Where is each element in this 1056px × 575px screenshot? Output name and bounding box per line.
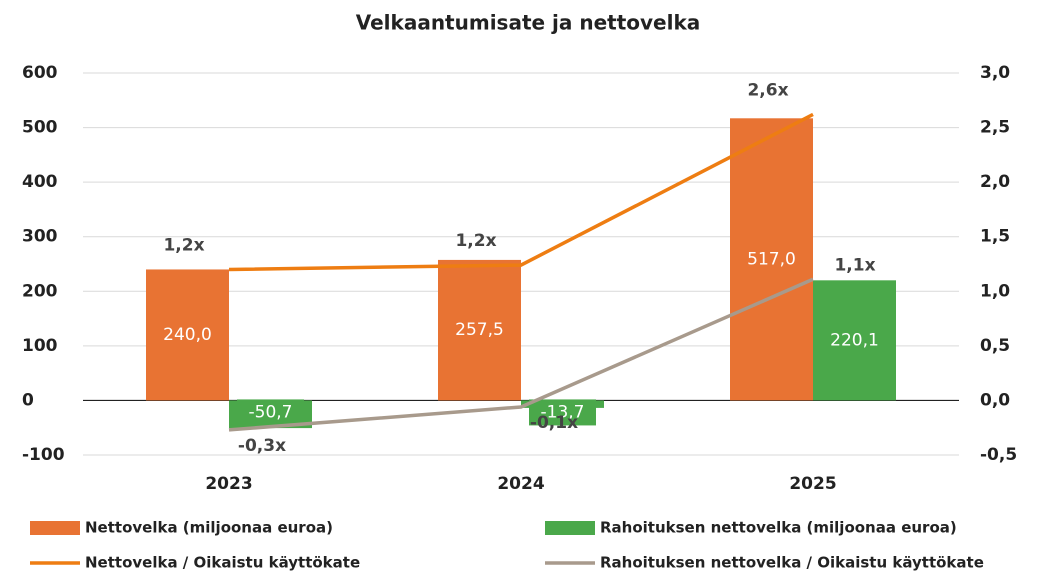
y-tick-label: 600 <box>22 63 58 83</box>
label-bg <box>237 399 304 426</box>
legend-swatch <box>545 521 595 535</box>
line-value-label: 1,2x <box>163 235 204 255</box>
y2-tick-label: 3,0 <box>980 63 1010 83</box>
legend-swatch <box>30 521 80 535</box>
bar <box>438 259 521 401</box>
y2-tick-label: 0,0 <box>980 390 1010 410</box>
line <box>228 112 814 272</box>
bar-value-label: 220,1 <box>830 330 879 350</box>
bar <box>146 269 229 401</box>
bar-value-label: -13,7 <box>541 402 585 422</box>
y2-tick-label: 1,0 <box>980 281 1010 301</box>
y2-tick-label: 2,0 <box>980 172 1010 192</box>
y-tick-label: 0 <box>22 390 34 410</box>
line <box>228 277 814 432</box>
x-tick-label: 2025 <box>789 474 836 494</box>
legend-label: Rahoituksen nettovelka (miljoonaa euroa) <box>600 519 957 537</box>
y2-tick-label: 1,5 <box>980 227 1010 247</box>
chart-title: Velkaantumisate ja nettovelka <box>356 11 701 35</box>
y-tick-label: 500 <box>22 118 58 138</box>
x-tick-label: 2023 <box>205 474 252 494</box>
line-value-label: -0,1x <box>530 413 578 433</box>
y2-tick-label: 0,5 <box>980 336 1010 356</box>
label-bg <box>529 399 596 426</box>
y2-tick-label: -0,5 <box>980 445 1017 465</box>
line-value-label: 2,6x <box>747 80 788 100</box>
y-tick-label: -100 <box>22 445 65 465</box>
legend-label: Nettovelka (miljoonaa euroa) <box>85 519 333 537</box>
y-tick-label: 300 <box>22 227 58 247</box>
bar <box>813 280 896 401</box>
y2-tick-label: 2,5 <box>980 118 1010 138</box>
bar-value-label: 257,5 <box>455 320 504 340</box>
bar-value-label: 240,0 <box>163 325 212 345</box>
line-value-label: -0,3x <box>238 436 286 456</box>
legend-label: Rahoituksen nettovelka / Oikaistu käyttö… <box>600 554 984 572</box>
line-value-label: 1,2x <box>455 231 496 251</box>
bar-value-label: -50,7 <box>249 402 293 422</box>
line-value-label: 1,1x <box>834 255 875 275</box>
legend-label: Nettovelka / Oikaistu käyttökate <box>85 554 360 572</box>
y-tick-label: 200 <box>22 281 58 301</box>
bar-value-label: 517,0 <box>747 249 796 269</box>
y-tick-label: 100 <box>22 336 58 356</box>
bar <box>730 118 813 401</box>
x-tick-label: 2024 <box>497 474 544 494</box>
y-tick-label: 400 <box>22 172 58 192</box>
